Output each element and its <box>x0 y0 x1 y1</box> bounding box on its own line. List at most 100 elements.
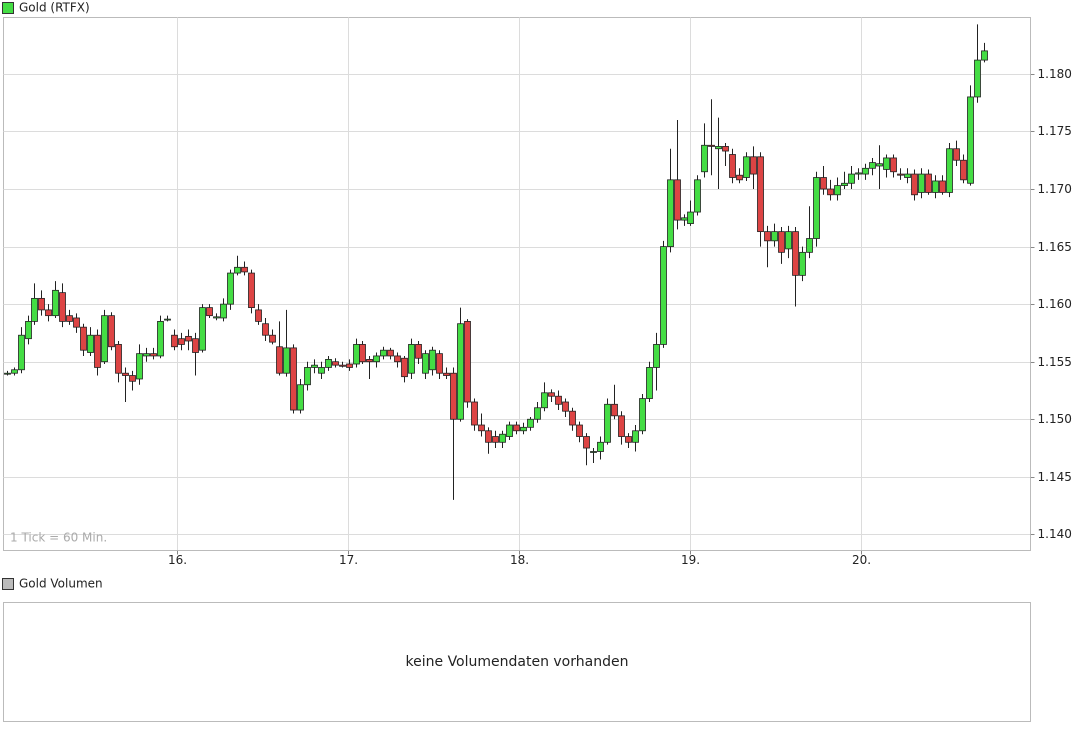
candle-body <box>450 372 457 420</box>
candle-body <box>269 334 276 343</box>
x-tick-label: 19. <box>681 553 700 567</box>
candle-body <box>318 367 325 374</box>
candle-body <box>213 316 220 319</box>
candle-body <box>199 307 206 351</box>
x-tick-label: 20. <box>852 553 871 567</box>
candle-body <box>234 266 241 274</box>
candle-body <box>220 303 227 319</box>
candle-body <box>918 173 925 193</box>
candle-body <box>4 372 11 375</box>
candle-body <box>660 246 667 345</box>
candle-body <box>422 353 429 374</box>
candle-body <box>834 185 841 196</box>
candle-body <box>241 266 248 273</box>
y-tick-label: 1.175 <box>1038 124 1072 138</box>
candle-body <box>576 424 583 437</box>
candle-body <box>157 321 164 357</box>
candle-body <box>73 317 80 328</box>
x-tick-label: 17. <box>339 553 358 567</box>
candle-body <box>101 315 108 363</box>
candle-body <box>325 359 332 368</box>
candle-body <box>569 410 576 426</box>
candle-body <box>883 157 890 170</box>
candle-body <box>548 392 555 397</box>
candle-body <box>611 403 618 417</box>
candle-body <box>297 384 304 411</box>
y-tick-label: 1.160 <box>1038 297 1072 311</box>
candle-body <box>862 167 869 175</box>
candle-body <box>25 321 32 340</box>
candle-body <box>248 272 255 308</box>
candle-body <box>506 424 513 437</box>
candle-body <box>31 297 38 322</box>
candle-body <box>129 375 136 382</box>
candle-body <box>80 326 87 351</box>
candle-body <box>373 355 380 363</box>
candle-body <box>841 182 848 186</box>
candle-body <box>750 156 757 175</box>
candle-body <box>946 148 953 193</box>
candle-body <box>848 173 855 184</box>
y-tick-label: 1.145 <box>1038 470 1072 484</box>
candle-body <box>904 173 911 178</box>
candle-body <box>555 395 562 405</box>
candle-body <box>52 289 59 317</box>
candle-body <box>136 353 143 380</box>
candle-body <box>639 398 646 432</box>
candle-body <box>380 349 387 357</box>
candle-body <box>394 355 401 363</box>
candle-body <box>471 401 478 426</box>
candle-body <box>94 334 101 368</box>
candle-body <box>283 347 290 374</box>
candle-body <box>897 173 904 176</box>
candle-body <box>534 407 541 420</box>
candle-body <box>464 321 471 403</box>
candle-body <box>87 334 94 353</box>
candle-body <box>925 173 932 193</box>
candle-body <box>150 353 157 357</box>
candle-body <box>143 353 150 357</box>
candle-body <box>653 344 660 368</box>
y-tick-label: 1.150 <box>1038 412 1072 426</box>
candle-body <box>890 157 897 173</box>
candle-body <box>436 353 443 374</box>
candle-body <box>443 372 450 376</box>
candle-body <box>911 173 918 196</box>
candle-body <box>604 403 611 443</box>
candle-body <box>939 180 946 193</box>
volume-message: keine Volumendaten vorhanden <box>406 654 629 670</box>
candle-body <box>276 346 283 374</box>
candle-body <box>513 424 520 432</box>
candle-body <box>415 344 422 359</box>
candle-body <box>387 349 394 357</box>
candle-body <box>304 367 311 386</box>
candle-body <box>674 179 681 221</box>
candle-body <box>974 59 981 98</box>
candle-body <box>478 424 485 432</box>
candle-body <box>771 231 778 242</box>
candle-body <box>583 436 590 449</box>
candle-body <box>45 309 52 317</box>
candle-body <box>625 436 632 443</box>
candle-body <box>590 451 597 453</box>
candle-body <box>764 231 771 242</box>
y-tick-label: 1.140 <box>1038 527 1072 541</box>
candle-body <box>520 426 527 432</box>
candle-body <box>38 297 45 311</box>
candle-body <box>171 334 178 348</box>
y-tick-label: 1.165 <box>1038 240 1072 254</box>
volume-panel <box>3 602 1031 722</box>
legend-swatch <box>2 2 14 14</box>
candle-body <box>667 179 674 247</box>
candle-body <box>485 430 492 443</box>
candle-body <box>785 231 792 250</box>
candle-body <box>185 335 192 342</box>
candle-body <box>541 392 548 409</box>
candle-body <box>757 156 764 233</box>
plot-area <box>3 17 1031 551</box>
candle-body <box>66 315 73 322</box>
candle-body <box>290 347 297 411</box>
candle-body <box>729 154 736 178</box>
candle-body <box>820 177 827 190</box>
